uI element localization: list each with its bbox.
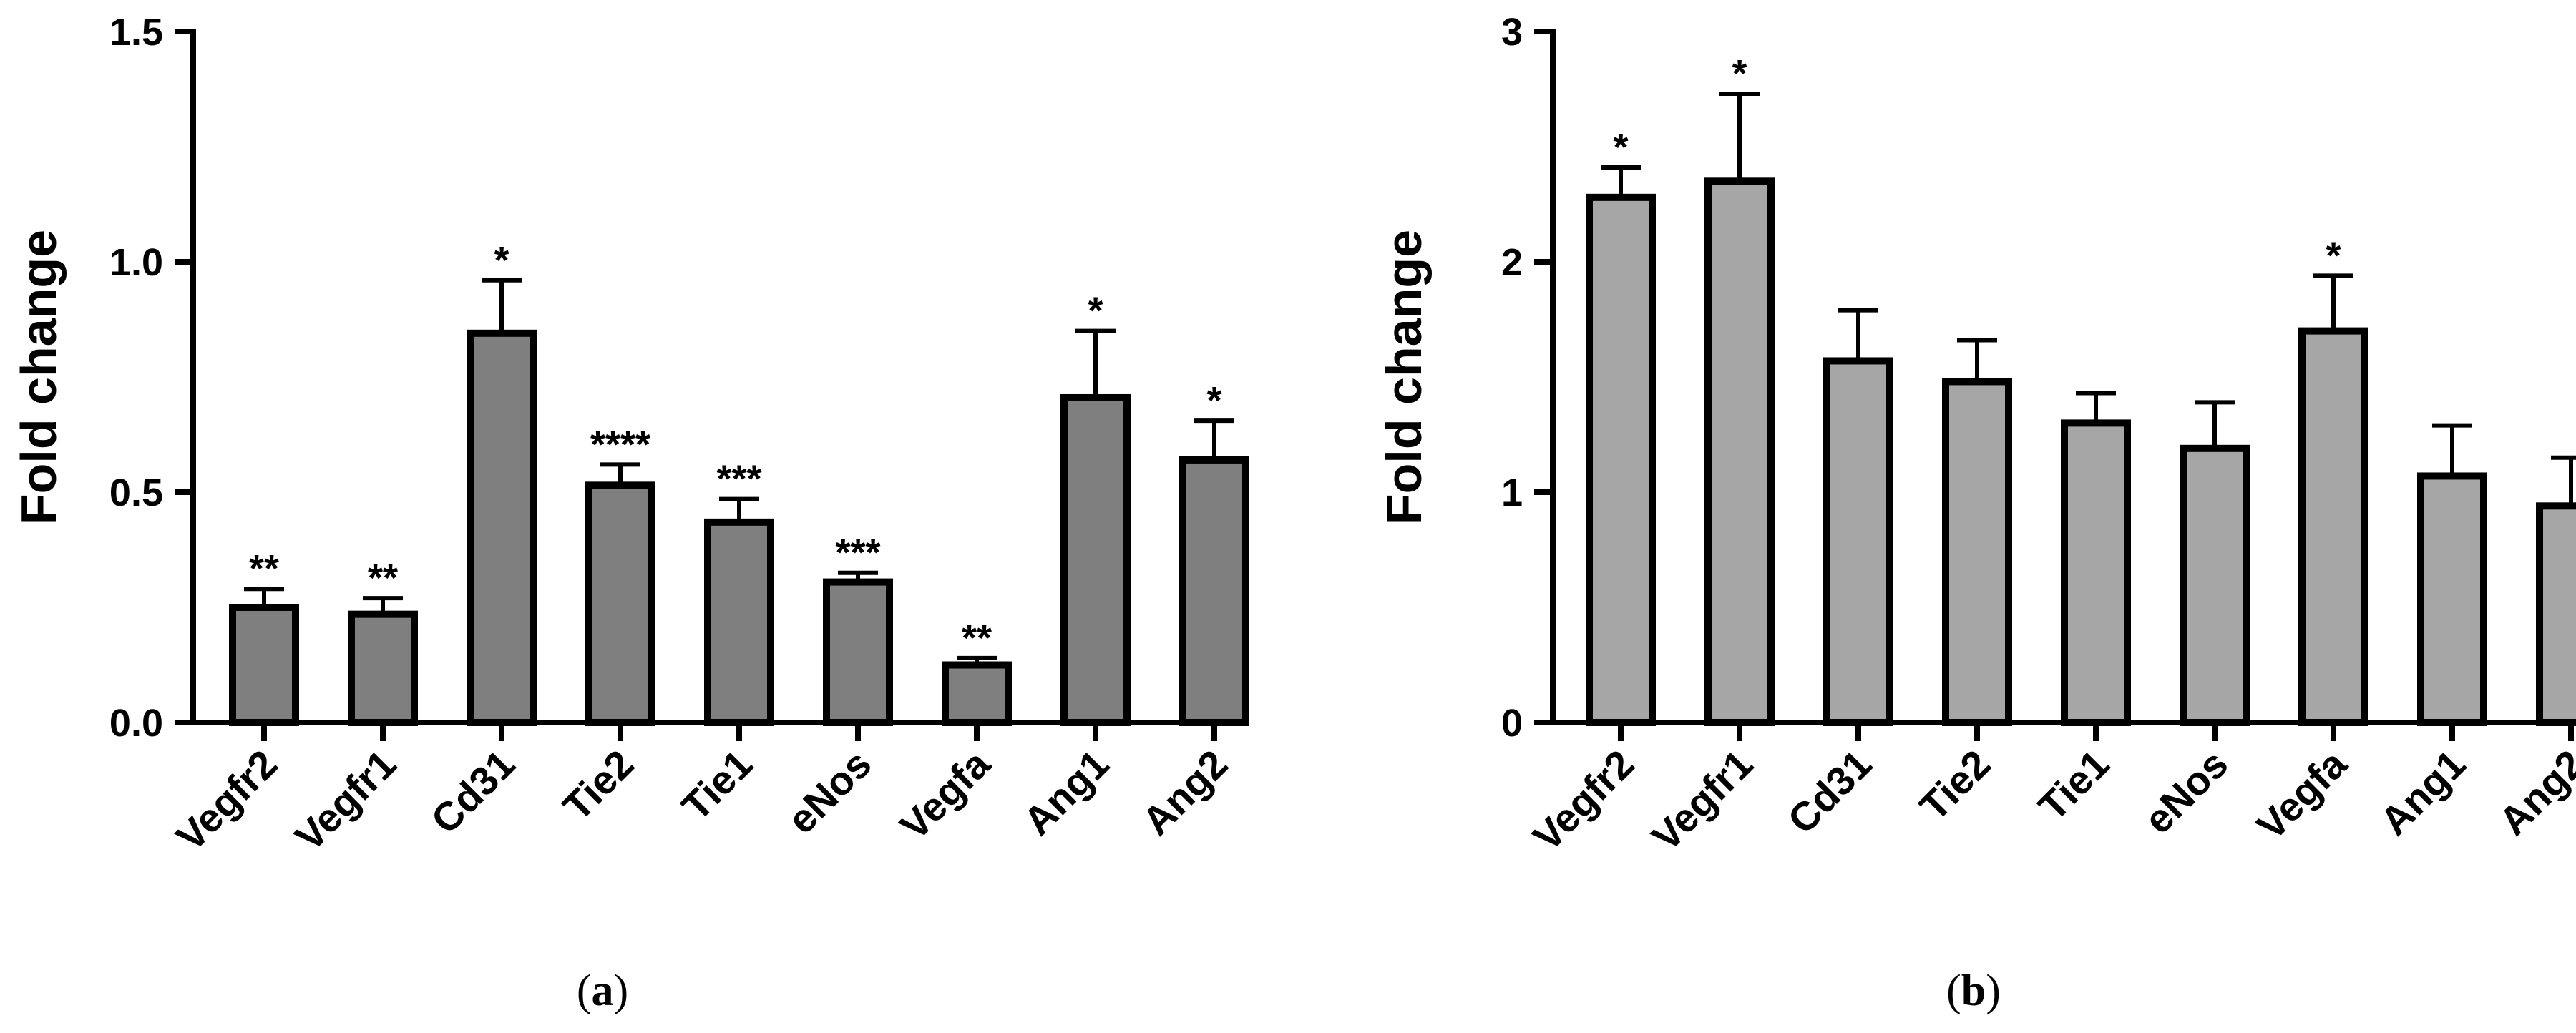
bar-vegfa [2298,327,2368,727]
significance-label: **** [590,423,650,466]
y-tick-label: 1 [1501,471,1523,514]
category-label: Cd31 [422,741,523,842]
chart-panel-a: **Vegfr2**Vegfr1*Cd31****Tie2***Tie1***e… [11,11,1249,1015]
y-tick-label: 1.0 [109,241,163,284]
y-tick-label: 0.0 [109,702,163,745]
category-label: Vegfa [2248,740,2356,848]
category-label: eNos [2135,741,2236,842]
y-tick-label: 0.5 [109,471,163,514]
bar-vegfa [942,661,1012,726]
category-label: Tie2 [1911,741,1999,829]
significance-label: * [1732,52,1747,95]
category-label: eNos [779,741,879,842]
significance-label: ** [249,547,279,590]
significance-label: * [2326,234,2341,277]
bar-ang1 [1060,393,1131,726]
category-label: Tie1 [2029,741,2117,829]
bar-tie1 [2061,419,2131,727]
bar-ang2 [2536,502,2576,726]
significance-label: * [1613,126,1628,169]
bar-tie2 [585,481,655,727]
panel-caption: (b) [1946,966,2001,1015]
category-label: Vegfr2 [1524,741,1643,860]
significance-label: * [1206,379,1221,422]
y-axis-title: Fold change [11,230,67,524]
y-tick-label: 0 [1501,702,1523,745]
category-label: Tie1 [673,741,761,829]
bar-tie1 [704,518,774,726]
chart-panel-b: * Vegfr2 * Vegfr1 Cd31 Tie2 Tie1 eNos * Vegfa Ang1… [1376,11,2576,1015]
y-axis-title: Fold change [1376,230,1432,524]
bar-ang1 [2417,472,2487,727]
category-label: Tie2 [554,741,642,829]
y-tick-label: 1.5 [109,11,163,54]
y-tick-label: 3 [1501,11,1523,54]
bar-ang2 [1179,456,1249,726]
significance-label: * [1088,290,1103,333]
category-label: Ang1 [2371,741,2474,844]
bar-tie2 [1942,378,2012,726]
bar-enos [2180,444,2250,726]
bar-vegfr1 [1704,177,1775,727]
bar-vegfr2 [1586,193,1656,726]
bar-enos [823,578,893,727]
significance-label: ** [368,557,398,599]
category-label: Vegfr1 [286,741,405,860]
category-label: Vegfr2 [167,741,286,860]
category-label: Ang1 [1015,741,1118,844]
category-label: Ang2 [1133,741,1236,844]
bar-vegfr2 [229,604,299,726]
bar-cd31 [1823,357,1893,726]
category-label: Ang2 [2490,741,2576,844]
significance-label: *** [716,458,761,501]
y-tick-label: 2 [1501,241,1523,284]
category-label: Vegfr1 [1643,741,1762,860]
category-label: Vegfa [891,740,999,848]
panel-caption: (a) [577,966,628,1015]
bar-vegfr1 [348,610,418,726]
significance-label: *** [835,532,880,574]
category-label: Cd31 [1779,741,1880,842]
bar-cd31 [467,329,537,726]
significance-label: * [494,239,509,282]
significance-label: ** [962,617,992,660]
